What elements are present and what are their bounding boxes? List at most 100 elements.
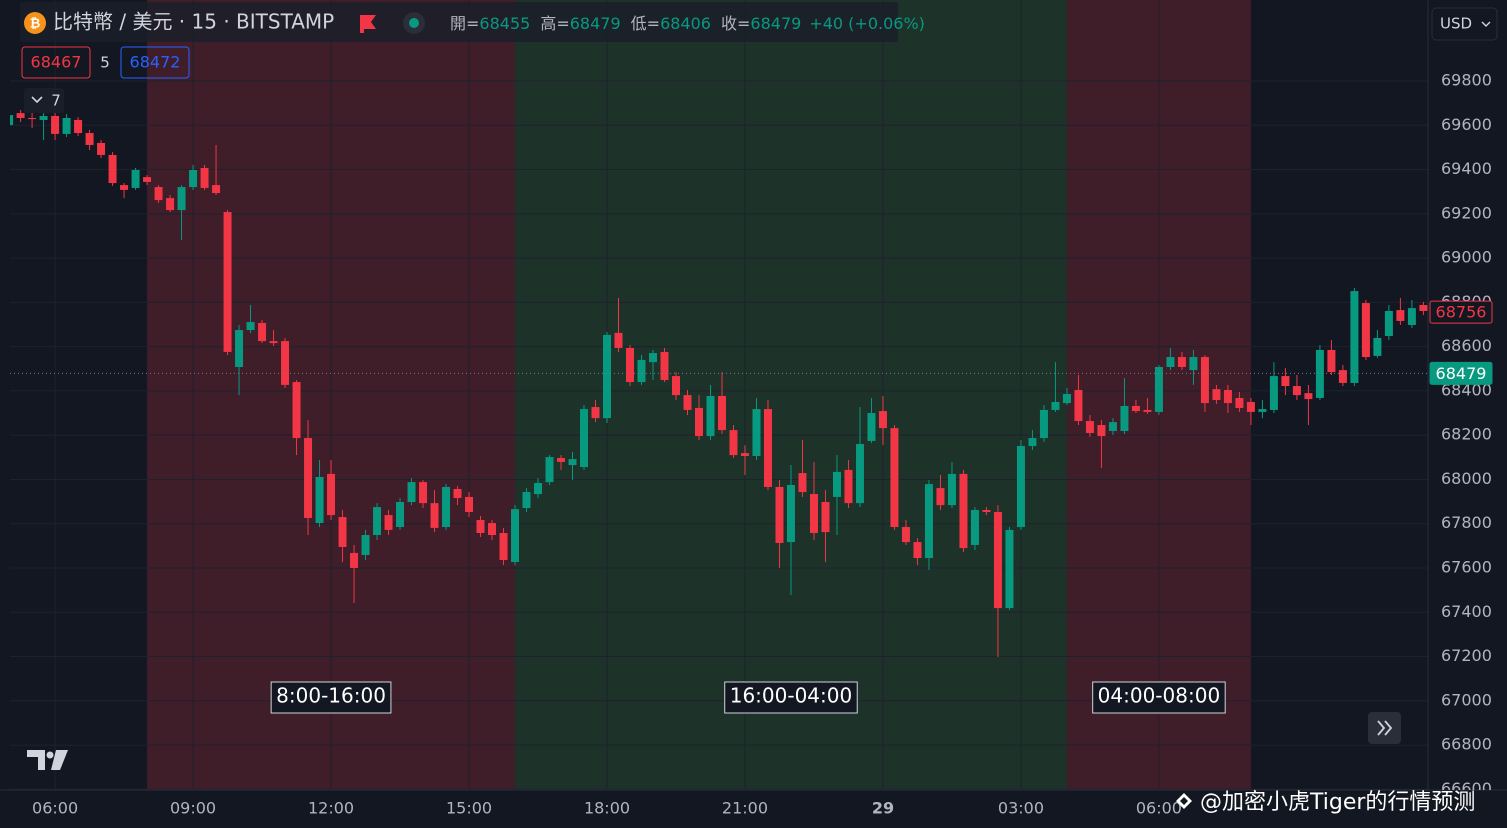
buy-button[interactable] — [120, 46, 190, 79]
session-label-box — [270, 681, 392, 714]
candle-body — [499, 533, 508, 561]
candle-body — [430, 503, 439, 528]
candle-body — [1419, 305, 1428, 311]
tv-logo — [27, 750, 68, 770]
candle-body — [959, 473, 968, 549]
indicators-toggle[interactable] — [24, 88, 64, 113]
y-tick-label: 66600 — [1441, 779, 1492, 798]
candle-body — [1062, 394, 1071, 404]
x-tick-label: 06:00 — [32, 799, 78, 818]
candle-body — [614, 332, 623, 348]
candle-body — [1074, 390, 1083, 422]
ohlc-label: 低= — [631, 14, 660, 33]
candle-body — [419, 482, 428, 504]
candle-body — [154, 187, 163, 201]
y-tick-label: 68600 — [1441, 336, 1492, 355]
candle-body — [1373, 338, 1382, 356]
x-tick-label: 29 — [872, 799, 894, 818]
candle-body — [269, 341, 278, 344]
price-tag — [1429, 300, 1493, 324]
currency-select[interactable] — [1431, 7, 1498, 41]
x-tick-label: 09:00 — [170, 799, 216, 818]
candle-body — [580, 409, 589, 468]
session-label-text: 8:00-16:00 — [276, 684, 386, 708]
ohlc: 開=68455 高=68479 低=68406 收=68479 +40 (+0.06%) — [450, 14, 925, 33]
y-tick-label: 68000 — [1441, 469, 1492, 488]
candle-body — [1269, 376, 1278, 410]
candle-body — [1304, 393, 1313, 400]
candle-body — [1292, 386, 1301, 396]
candle-body — [120, 185, 129, 190]
header-bg — [20, 2, 898, 42]
candle-body — [327, 473, 336, 516]
candle-body — [223, 212, 232, 352]
candle-body — [763, 409, 772, 487]
candle-body — [1005, 529, 1014, 609]
ohlc-value: 68406 — [660, 14, 711, 33]
candle-body — [200, 168, 209, 188]
candle-body — [947, 473, 956, 506]
candle-body — [350, 552, 359, 568]
candle-body — [292, 382, 301, 439]
candle-body — [476, 519, 485, 534]
flag-icon[interactable] — [360, 15, 376, 33]
candle-body — [534, 482, 543, 495]
candle-body — [189, 169, 198, 188]
candle-body — [706, 395, 715, 437]
sessions — [147, 0, 1251, 790]
price-tag-text: 68479 — [1436, 364, 1487, 383]
y-tick-label: 67600 — [1441, 557, 1492, 576]
sell-button[interactable] — [21, 46, 91, 79]
candle-body — [28, 117, 37, 120]
candle-body — [1131, 405, 1140, 412]
candle-body — [1154, 366, 1163, 412]
candle-body — [1051, 401, 1060, 410]
candle-body — [878, 411, 887, 429]
symbol[interactable]: 比特幣 / 美元 · 15 · BITSTAMP — [53, 10, 334, 34]
candle-body — [166, 198, 175, 211]
y-tick-label: 67400 — [1441, 602, 1492, 621]
session-band — [515, 0, 1067, 790]
ohlc-value: 68455 — [479, 14, 530, 33]
x-tick-label: 06:00 — [1136, 799, 1182, 818]
candle-body — [1223, 390, 1232, 404]
candle-body — [1315, 349, 1324, 398]
spread: 5 — [100, 54, 110, 72]
candle-body — [1407, 308, 1416, 325]
candle-body — [545, 457, 554, 483]
candle-body — [1350, 291, 1359, 383]
candle-body — [488, 523, 497, 536]
candle-body — [740, 453, 749, 456]
candle-body — [1246, 401, 1255, 412]
candle-body — [1281, 376, 1290, 387]
candle-body — [982, 509, 991, 512]
candle-body — [1108, 422, 1117, 431]
candle-body — [361, 535, 370, 555]
ohlc-value: 68479 — [750, 14, 801, 33]
candle-body — [1189, 357, 1198, 371]
candle-body — [1177, 357, 1186, 367]
candle-body — [1028, 438, 1037, 447]
y-tick-label: 66800 — [1441, 735, 1492, 754]
watermark-icon — [1176, 793, 1192, 809]
ohlc-value: 68479 — [570, 14, 621, 33]
price-tag — [1429, 361, 1493, 385]
y-tick-label: 67000 — [1441, 690, 1492, 709]
y-tick-label: 67800 — [1441, 513, 1492, 532]
candle-body — [511, 509, 520, 563]
sell-price: 68467 — [31, 53, 82, 72]
candle-body — [1361, 303, 1370, 358]
candle-body — [855, 444, 864, 504]
y-tick-label: 68400 — [1441, 380, 1492, 399]
candle-body — [867, 413, 876, 441]
watermark: @加密小虎Tiger的行情预测 — [1200, 790, 1475, 815]
candle-body — [74, 119, 83, 134]
candle-body — [557, 457, 566, 462]
grid — [10, 0, 1428, 790]
coin-icon — [24, 12, 46, 34]
y-tick-label: 69600 — [1441, 115, 1492, 134]
candle-body — [442, 486, 451, 528]
candle-body — [1396, 310, 1405, 321]
candle-body — [671, 376, 680, 396]
